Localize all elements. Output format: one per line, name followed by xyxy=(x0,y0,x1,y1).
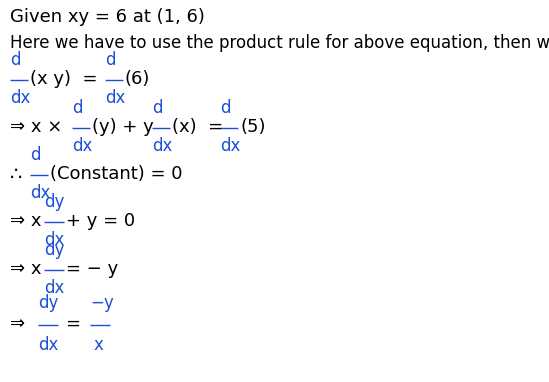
Text: d: d xyxy=(105,51,115,69)
Text: dx: dx xyxy=(220,137,240,155)
Text: (6): (6) xyxy=(125,70,150,88)
Text: ∴: ∴ xyxy=(10,165,23,183)
Text: + y = 0: + y = 0 xyxy=(66,212,135,230)
Text: ⇒ x: ⇒ x xyxy=(10,260,42,278)
Text: ⇒ x ×: ⇒ x × xyxy=(10,118,63,136)
Text: ⇒ x: ⇒ x xyxy=(10,212,42,230)
Text: dx: dx xyxy=(44,279,64,297)
Text: (5): (5) xyxy=(240,118,266,136)
Text: (Constant) = 0: (Constant) = 0 xyxy=(50,165,182,183)
Text: dx: dx xyxy=(10,89,30,107)
Text: ⇒: ⇒ xyxy=(10,315,25,333)
Text: d: d xyxy=(152,99,163,117)
Text: −y: −y xyxy=(90,294,114,312)
Text: (x)  =: (x) = xyxy=(172,118,223,136)
Text: dx: dx xyxy=(105,89,125,107)
Text: dx: dx xyxy=(72,137,92,155)
Text: Given xy = 6 at (1, 6): Given xy = 6 at (1, 6) xyxy=(10,8,205,26)
Text: dx: dx xyxy=(152,137,172,155)
Text: x: x xyxy=(94,336,104,354)
Text: d: d xyxy=(220,99,231,117)
Text: dy: dy xyxy=(44,193,64,211)
Text: dy: dy xyxy=(38,294,58,312)
Text: = − y: = − y xyxy=(66,260,118,278)
Text: dx: dx xyxy=(30,184,51,202)
Text: d: d xyxy=(30,146,41,164)
Text: =: = xyxy=(65,315,80,333)
Text: (y) + y: (y) + y xyxy=(92,118,154,136)
Text: (x y)  =: (x y) = xyxy=(30,70,98,88)
Text: dx: dx xyxy=(38,336,58,354)
Text: Here we have to use the product rule for above equation, then we get: Here we have to use the product rule for… xyxy=(10,34,549,52)
Text: d: d xyxy=(10,51,20,69)
Text: dx: dx xyxy=(44,231,64,249)
Text: d: d xyxy=(72,99,82,117)
Text: dy: dy xyxy=(44,241,64,259)
